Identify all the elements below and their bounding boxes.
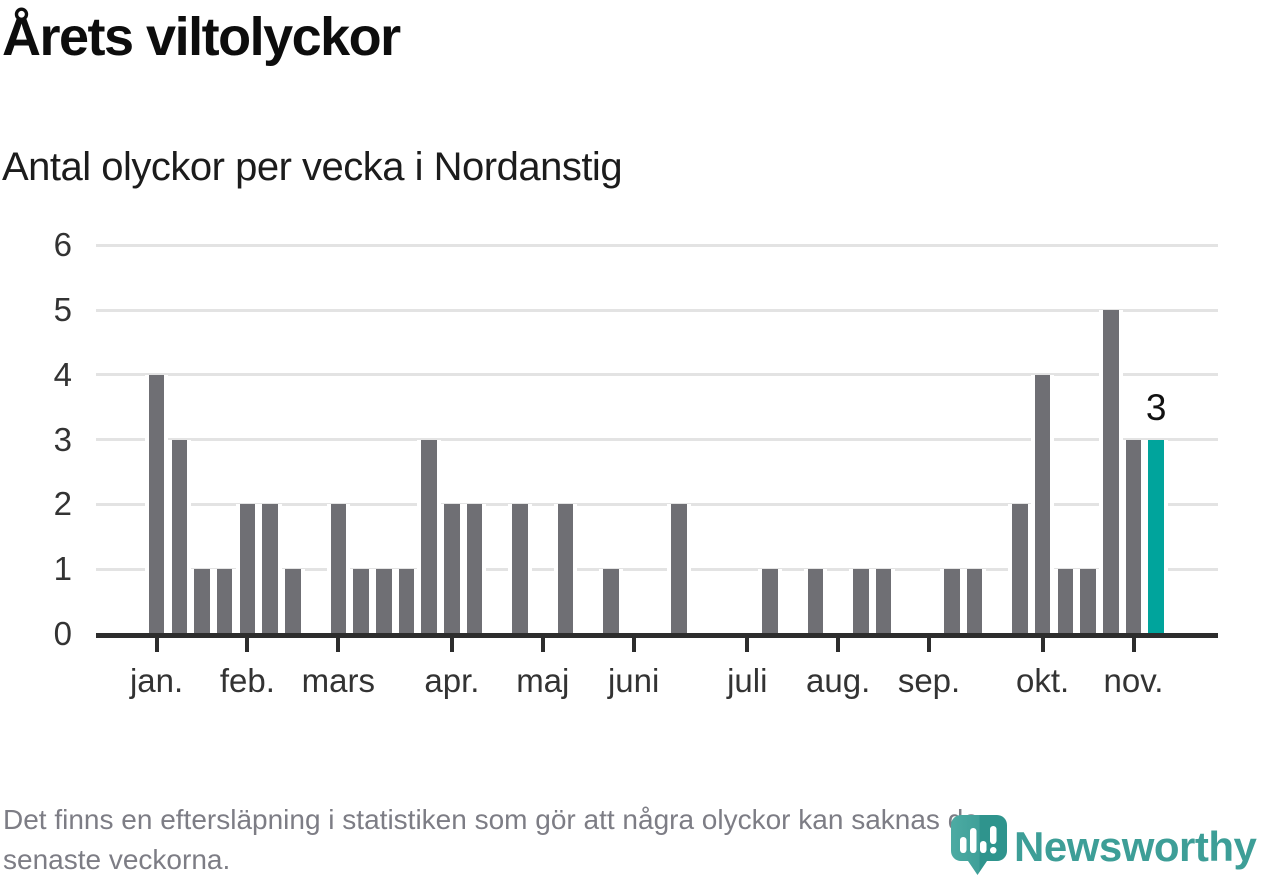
- gridline: [96, 308, 1218, 312]
- x-axis-tick: [745, 638, 750, 652]
- bar: [762, 569, 778, 634]
- x-axis-tick: [927, 638, 932, 652]
- x-axis-tick: [836, 638, 841, 652]
- bar: [853, 569, 869, 634]
- x-axis-tick: [540, 638, 545, 652]
- y-axis-tick-label: 0: [53, 615, 72, 652]
- newsworthy-logo: Newsworthy: [950, 812, 1262, 879]
- bar: [1080, 569, 1096, 634]
- bar: [557, 504, 574, 634]
- gridline: [96, 243, 1218, 247]
- newsworthy-wordmark: Newsworthy: [1014, 823, 1257, 870]
- x-axis-tick: [336, 638, 341, 652]
- bar: [376, 569, 392, 634]
- x-axis-month-label: juni: [607, 662, 660, 699]
- y-axis-tick-label: 2: [53, 485, 72, 523]
- y-axis-tick-label: 1: [53, 550, 72, 588]
- bar: [1034, 374, 1051, 634]
- bar: [444, 504, 460, 634]
- bar: [421, 439, 437, 634]
- newsworthy-pin-icon: [951, 815, 1007, 875]
- x-axis-tick: [449, 638, 454, 652]
- highlighted-bar: [1148, 439, 1164, 634]
- bar: [398, 569, 415, 634]
- bar: [262, 504, 278, 634]
- bar: [216, 569, 233, 634]
- x-axis-tick: [1040, 638, 1045, 652]
- bar: [603, 569, 619, 634]
- y-axis-tick-label: 3: [53, 420, 72, 458]
- bar: [285, 569, 301, 634]
- chart-title: Årets viltolyckor: [2, 7, 401, 67]
- bar: [330, 504, 347, 634]
- gridline: [96, 438, 1218, 442]
- gridline: [96, 502, 1218, 506]
- bar: [353, 569, 369, 634]
- bar: [1103, 310, 1119, 634]
- x-axis-month-label: aug.: [806, 662, 871, 699]
- bar: [194, 569, 210, 634]
- y-axis-tick-label: 5: [53, 291, 72, 328]
- x-axis-tick: [1131, 638, 1136, 652]
- bar: [966, 569, 983, 634]
- y-axis-tick-label: 6: [53, 226, 72, 264]
- x-axis-tick: [154, 638, 159, 652]
- bar: [944, 569, 960, 634]
- bar: [1057, 569, 1074, 634]
- x-axis-tick: [245, 638, 250, 652]
- gridline: [96, 567, 1218, 571]
- bar: [512, 504, 528, 634]
- bar: [1012, 504, 1028, 634]
- bar: [1125, 439, 1142, 634]
- bar: [671, 504, 687, 634]
- x-axis-month-label: maj: [516, 662, 570, 699]
- x-axis-month-label: jan.: [129, 662, 184, 699]
- chart-subtitle: Antal olyckor per vecka i Nordanstig: [2, 145, 623, 189]
- bar: [466, 504, 483, 634]
- footnote: Det finns en eftersläpning i statistiken…: [3, 800, 979, 880]
- x-axis-month-label: mars: [301, 662, 375, 699]
- bar: [171, 439, 188, 634]
- bar: [239, 504, 256, 634]
- bar: [148, 374, 165, 634]
- bar: [807, 569, 824, 634]
- x-axis-baseline: [96, 633, 1218, 638]
- bar: [875, 569, 892, 634]
- x-axis-month-label: okt.: [1016, 662, 1070, 699]
- footnote-line-2: senaste veckorna.: [3, 844, 231, 875]
- x-axis-tick: [631, 638, 636, 652]
- x-axis-month-label: juli: [727, 662, 768, 699]
- x-axis-month-label: sep.: [897, 662, 961, 699]
- x-axis-month-label: feb.: [219, 662, 275, 699]
- y-axis-tick-label: 4: [53, 355, 72, 393]
- x-axis-month-label: apr.: [424, 662, 480, 699]
- gridline: [96, 373, 1218, 377]
- x-axis-month-label: nov.: [1103, 662, 1164, 699]
- bar-value-label: 3: [1145, 387, 1167, 428]
- footnote-line-1: Det finns en eftersläpning i statistiken…: [3, 804, 979, 835]
